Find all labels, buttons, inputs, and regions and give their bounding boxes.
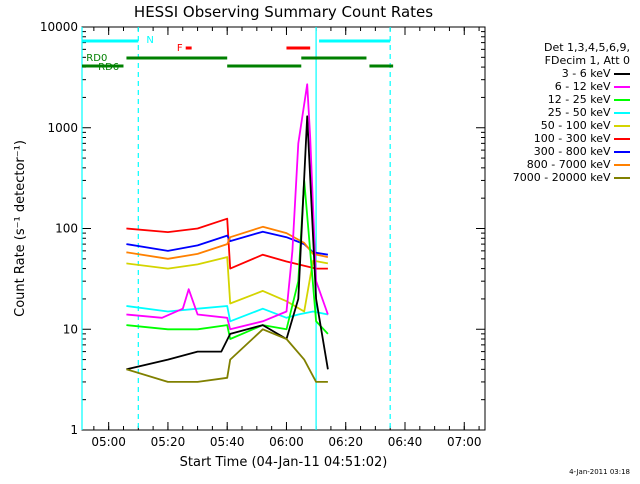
- legend-entry: 100 - 300 keV: [534, 132, 630, 145]
- series-line: [126, 179, 329, 340]
- legend-label: 7000 - 20000 keV: [512, 171, 614, 184]
- legend-header: Det 1,3,4,5,6,9,: [543, 41, 630, 54]
- legend-entry: 7000 - 20000 keV: [513, 171, 630, 184]
- x-tick-label: 06:20: [328, 435, 363, 449]
- legend-swatch: [614, 86, 630, 88]
- legend-label: 3 - 6 keV: [561, 67, 614, 80]
- legend-swatch: [614, 125, 630, 127]
- legend-label: 800 - 7000 keV: [526, 158, 614, 171]
- x-tick-label: 07:00: [447, 435, 482, 449]
- x-tick-label: 05:40: [210, 435, 245, 449]
- flag-label-n: N: [146, 35, 153, 46]
- flag-label-rd6: RD6: [98, 62, 119, 73]
- legend-swatch: [614, 177, 630, 179]
- x-tick-label: 06:40: [388, 435, 423, 449]
- legend-swatch: [614, 138, 630, 140]
- series-line: [126, 305, 329, 323]
- axis-text: 05:00 05:20 05:40 06:00 06:20 06:40 07:00 1 10 10…: [13, 3, 482, 470]
- y-tick-label: 10000: [40, 20, 78, 34]
- legend-swatch: [614, 112, 630, 114]
- legend-label: 12 - 25 keV: [547, 93, 614, 106]
- legend-swatch: [614, 99, 630, 101]
- legend-entry: 3 - 6 keV: [562, 67, 630, 80]
- legend-swatch: [614, 151, 630, 153]
- legend-entry: 800 - 7000 keV: [527, 158, 630, 171]
- series-group: [126, 83, 329, 383]
- y-axis-label: Count Rate (s⁻¹ detector⁻¹): [13, 140, 28, 317]
- series-line: [126, 225, 329, 260]
- y-tick-label: 1: [70, 423, 78, 437]
- series-line: [126, 256, 329, 313]
- legend-label: 50 - 100 keV: [540, 119, 614, 132]
- series-line: [126, 115, 329, 371]
- legend-label: 25 - 50 keV: [547, 106, 614, 119]
- y-tick-label: 1000: [47, 121, 78, 135]
- series-line: [126, 217, 328, 270]
- axes: [81, 26, 486, 431]
- flag-label-f: F: [177, 43, 183, 54]
- series-line: [126, 328, 328, 383]
- y-tick-label: 100: [55, 222, 78, 236]
- legend-label: 6 - 12 keV: [554, 80, 614, 93]
- x-axis-label: Start Time (04-Jan-11 04:51:02): [180, 455, 388, 470]
- legend-header: FDecim 1, Att 0: [544, 54, 630, 67]
- chart-title: HESSI Observing Summary Count Rates: [134, 3, 433, 21]
- legend-entry: 25 - 50 keV: [548, 106, 630, 119]
- series-line: [126, 83, 329, 331]
- x-tick-label: 06:00: [269, 435, 304, 449]
- legend-entry: 6 - 12 keV: [555, 80, 630, 93]
- legend-entry: 12 - 25 keV: [548, 93, 630, 106]
- plot-frame: [81, 26, 486, 431]
- legend-swatch: [614, 73, 630, 75]
- x-tick-label: 05:00: [91, 435, 126, 449]
- legend-entry: 50 - 100 keV: [541, 119, 630, 132]
- footer-timestamp: 4-Jan-2011 03:18: [569, 468, 630, 476]
- legend-entry: 300 - 800 keV: [534, 145, 630, 158]
- flag-label-rd0: RD0: [86, 53, 107, 64]
- legend-label: 300 - 800 keV: [533, 145, 614, 158]
- y-tick-label: 10: [63, 322, 78, 336]
- legend-swatch: [614, 164, 630, 166]
- x-tick-label: 05:20: [151, 435, 186, 449]
- legend-label: 100 - 300 keV: [533, 132, 614, 145]
